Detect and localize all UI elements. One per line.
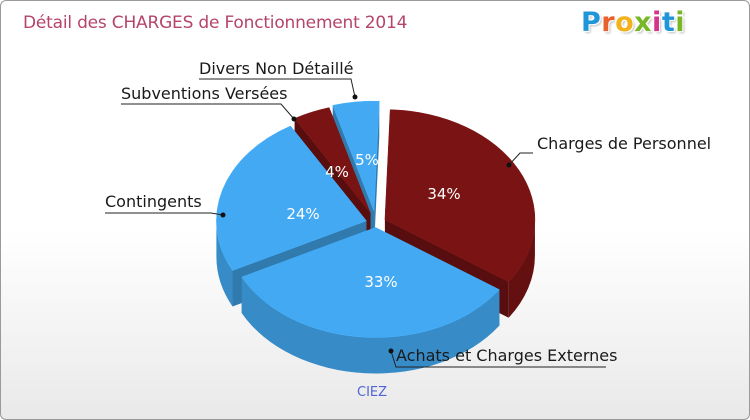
slice-side: [508, 219, 535, 318]
leader-arrowhead: [291, 116, 297, 122]
slice-category-label: Subventions Versées: [121, 84, 287, 103]
pie-slice: [384, 109, 536, 283]
leader-arrowhead: [388, 348, 394, 354]
logo-letter: P: [580, 7, 602, 38]
pie-slice: [332, 100, 380, 212]
leader-line: [390, 350, 606, 368]
leader-line: [508, 152, 533, 166]
slice-percent-label: 24%: [286, 205, 319, 223]
slice-percent-label: 4%: [325, 163, 349, 181]
slice-category-label: Charges de Personnel: [537, 134, 711, 153]
leader-line: [105, 212, 224, 216]
chart-title: Détail des CHARGES de Fonctionnement 201…: [23, 13, 408, 33]
logo-letter: x: [634, 7, 653, 38]
leader-arrowhead: [220, 212, 226, 218]
slice-category-label: Achats et Charges Externes: [396, 346, 617, 365]
logo-letter: o: [615, 7, 635, 38]
slice-percent-label: 34%: [427, 185, 460, 203]
pie-slice: [216, 125, 367, 271]
logo-letter: t: [661, 7, 676, 38]
logo-letter: i: [652, 7, 662, 38]
slice-percent-label: 33%: [364, 273, 397, 291]
slice-category-label: Divers Non Détaillé: [199, 59, 353, 78]
slice-side: [241, 277, 500, 374]
city-label: CIEZ: [357, 385, 388, 400]
leader-line: [199, 78, 356, 98]
slice-wall: [374, 101, 380, 248]
slice-side: [216, 220, 233, 307]
slice-percent-label: 5%: [355, 151, 379, 169]
logo-letter: r: [601, 7, 616, 38]
logo-letter: i: [675, 7, 685, 38]
leader-line: [121, 103, 295, 120]
proxiti-logo: Proxiti: [581, 7, 685, 38]
leader-arrowhead: [506, 162, 512, 168]
pie-slice: [241, 227, 500, 338]
leader-arrowhead: [352, 94, 358, 100]
slice-category-label: Contingents: [105, 192, 202, 211]
